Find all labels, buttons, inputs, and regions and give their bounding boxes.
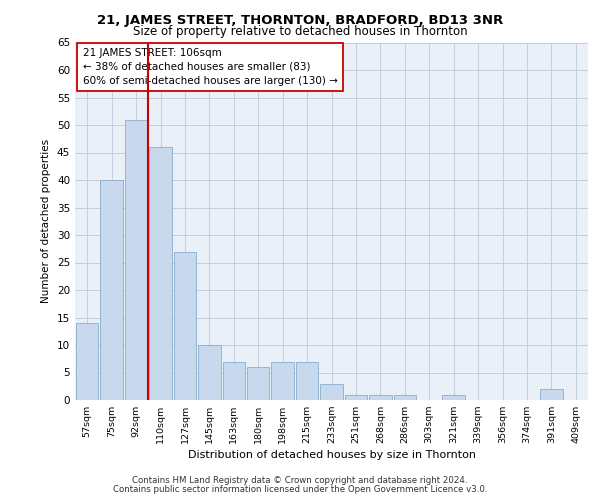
Bar bbox=[198, 345, 221, 400]
Bar bbox=[76, 323, 98, 400]
Text: 21, JAMES STREET, THORNTON, BRADFORD, BD13 3NR: 21, JAMES STREET, THORNTON, BRADFORD, BD… bbox=[97, 14, 503, 27]
Bar bbox=[369, 394, 392, 400]
Bar bbox=[247, 367, 269, 400]
Bar bbox=[320, 384, 343, 400]
Bar bbox=[442, 394, 465, 400]
X-axis label: Distribution of detached houses by size in Thornton: Distribution of detached houses by size … bbox=[187, 450, 476, 460]
Bar bbox=[149, 147, 172, 400]
Bar bbox=[173, 252, 196, 400]
Bar bbox=[296, 362, 319, 400]
Text: 21 JAMES STREET: 106sqm
← 38% of detached houses are smaller (83)
60% of semi-de: 21 JAMES STREET: 106sqm ← 38% of detache… bbox=[83, 48, 338, 86]
Bar bbox=[394, 394, 416, 400]
Bar bbox=[125, 120, 148, 400]
Bar bbox=[100, 180, 123, 400]
Bar bbox=[271, 362, 294, 400]
Bar bbox=[344, 394, 367, 400]
Bar bbox=[540, 389, 563, 400]
Text: Contains public sector information licensed under the Open Government Licence v3: Contains public sector information licen… bbox=[113, 484, 487, 494]
Text: Contains HM Land Registry data © Crown copyright and database right 2024.: Contains HM Land Registry data © Crown c… bbox=[132, 476, 468, 485]
Y-axis label: Number of detached properties: Number of detached properties bbox=[41, 139, 52, 304]
Text: Size of property relative to detached houses in Thornton: Size of property relative to detached ho… bbox=[133, 25, 467, 38]
Bar bbox=[223, 362, 245, 400]
